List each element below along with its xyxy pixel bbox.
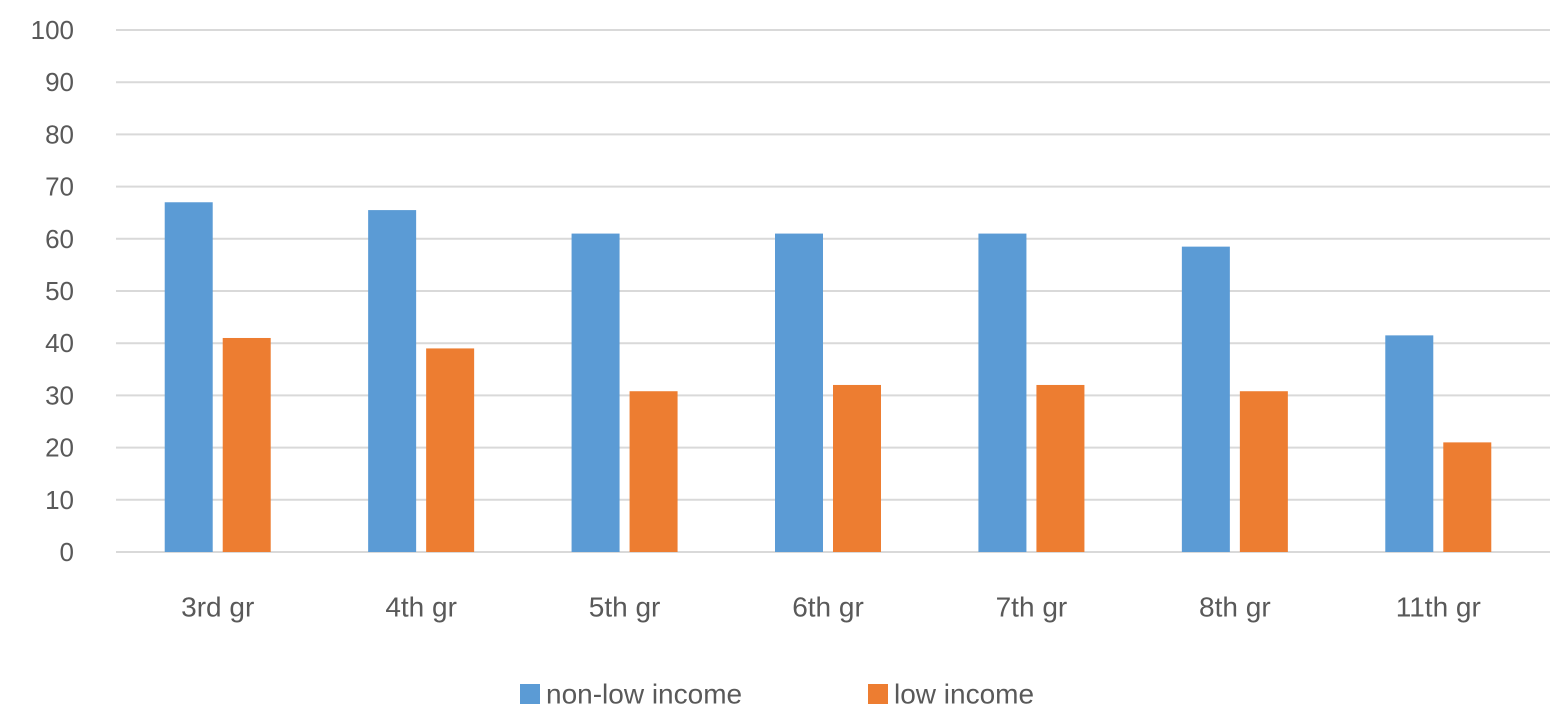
bar-low-income-11th-gr <box>1443 442 1492 552</box>
x-category-label: 6th gr <box>792 592 864 623</box>
bars <box>164 202 1492 552</box>
y-tick-label: 40 <box>45 328 74 358</box>
y-tick-label: 70 <box>45 172 74 202</box>
x-category-label: 7th gr <box>996 592 1068 623</box>
legend-label: non-low income <box>546 679 742 710</box>
legend: non-low income low income <box>520 679 1034 710</box>
y-axis-tick-labels: 0 10 20 30 40 50 60 70 80 90 100 <box>31 15 74 567</box>
x-category-label: 4th gr <box>385 592 457 623</box>
bar-low-income-6th-gr <box>833 384 881 552</box>
bar-non-low-income-4th-gr <box>368 210 417 552</box>
x-category-label: 11th gr <box>1396 592 1481 623</box>
y-tick-label: 30 <box>45 380 74 410</box>
x-category-label: 3rd gr <box>181 592 254 623</box>
bar-non-low-income-3rd-gr <box>164 202 213 552</box>
y-tick-label: 10 <box>45 485 74 515</box>
y-tick-label: 50 <box>45 276 74 306</box>
x-axis-category-labels: 3rd gr 4th gr 5th gr 6th gr 7th gr 8th gr 11th… <box>181 592 1481 623</box>
legend-swatch <box>520 684 540 704</box>
y-tick-label: 60 <box>45 224 74 254</box>
y-tick-label: 80 <box>45 119 74 149</box>
y-tick-label: 90 <box>45 67 74 97</box>
y-tick-label: 100 <box>31 15 74 45</box>
y-tick-label: 20 <box>45 433 74 463</box>
bar-non-low-income-6th-gr <box>775 233 823 552</box>
x-category-label: 5th gr <box>589 592 661 623</box>
legend-swatch <box>868 684 888 704</box>
legend-label: low income <box>894 679 1034 710</box>
y-tick-label: 0 <box>60 537 74 567</box>
bar-low-income-8th-gr <box>1239 391 1288 552</box>
bar-low-income-5th-gr <box>629 391 678 552</box>
bar-low-income-7th-gr <box>1036 384 1085 552</box>
bar-low-income-3rd-gr <box>222 337 271 552</box>
bar-non-low-income-5th-gr <box>571 233 620 552</box>
bar-non-low-income-11th-gr <box>1385 335 1434 552</box>
bar-non-low-income-7th-gr <box>978 233 1027 552</box>
x-category-label: 8th gr <box>1199 592 1271 623</box>
bar-non-low-income-8th-gr <box>1181 246 1230 552</box>
bar-low-income-4th-gr <box>426 348 475 552</box>
gridlines <box>116 29 1550 553</box>
